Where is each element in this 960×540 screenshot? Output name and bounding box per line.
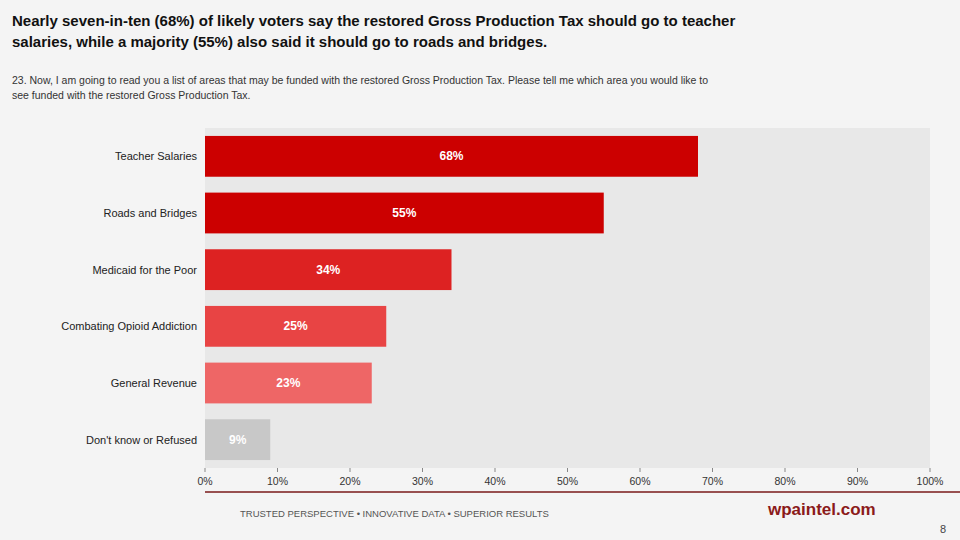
bar [205, 419, 270, 460]
tick-label: 30% [412, 475, 433, 487]
data-label: 9% [229, 433, 247, 447]
tick-mark [785, 468, 786, 472]
footer-text: TRUSTED PERSPECTIVE • INNOVATIVE DATA • … [240, 508, 549, 519]
subtitle: 23. Now, I am going to read you a list o… [12, 74, 708, 86]
bar [205, 306, 386, 347]
tick-mark [930, 468, 931, 472]
title: Nearly seven-in-ten (68%) of likely vote… [12, 12, 735, 29]
bar [205, 363, 372, 404]
tick-label: 50% [557, 475, 578, 487]
x-axis: 0% 10% 20% 30% 40% 50% 60% 70% 80% 90% 100% [197, 468, 943, 487]
tick-label: 100% [917, 475, 944, 487]
data-label: 25% [284, 319, 308, 333]
tick-label: 20% [339, 475, 360, 487]
data-label: 68% [439, 149, 463, 163]
tick-label: 40% [484, 475, 505, 487]
tick-label: 70% [702, 475, 723, 487]
bar [205, 249, 452, 290]
category-label: Roads and Bridges [103, 207, 197, 219]
tick-label: 80% [774, 475, 795, 487]
y-axis: Teacher Salaries Roads and Bridges Medicai… [61, 150, 197, 445]
background [0, 0, 960, 540]
category-label: General Revenue [111, 377, 197, 389]
tick-label: 0% [197, 475, 212, 487]
tick-mark [495, 468, 496, 472]
tick-mark [350, 468, 351, 472]
tick-mark [567, 468, 568, 472]
data-label: 55% [392, 206, 416, 220]
bars [205, 136, 698, 460]
tick-label: 90% [847, 475, 868, 487]
bar [205, 136, 698, 177]
tick-label: 60% [629, 475, 650, 487]
tick-label: 10% [267, 475, 288, 487]
category-label: Teacher Salaries [115, 150, 197, 162]
title: salaries, while a majority (55%) also sa… [12, 33, 547, 50]
category-label: Medicaid for the Poor [92, 264, 197, 276]
tick-mark [712, 468, 713, 472]
tick-mark [640, 468, 641, 472]
tick-mark [205, 468, 206, 472]
footer-url: wpaintel.com [767, 500, 876, 519]
data-label: 23% [276, 376, 300, 390]
category-label: Combating Opioid Addiction [61, 320, 197, 332]
data-labels: 68% 55% 34% 25% 23% 9% [229, 149, 464, 446]
tick-mark [422, 468, 423, 472]
data-label: 34% [316, 263, 340, 277]
page-number: 8 [940, 523, 946, 535]
subtitle: see funded with the restored Gross Produ… [12, 89, 251, 101]
chart: Nearly seven-in-ten (68%) of likely vote… [0, 0, 960, 540]
plot-area [205, 128, 930, 468]
category-label: Don't know or Refused [86, 434, 197, 446]
bar [205, 193, 604, 234]
tick-mark [277, 468, 278, 472]
footer-rule [205, 491, 960, 493]
tick-mark [857, 468, 858, 472]
